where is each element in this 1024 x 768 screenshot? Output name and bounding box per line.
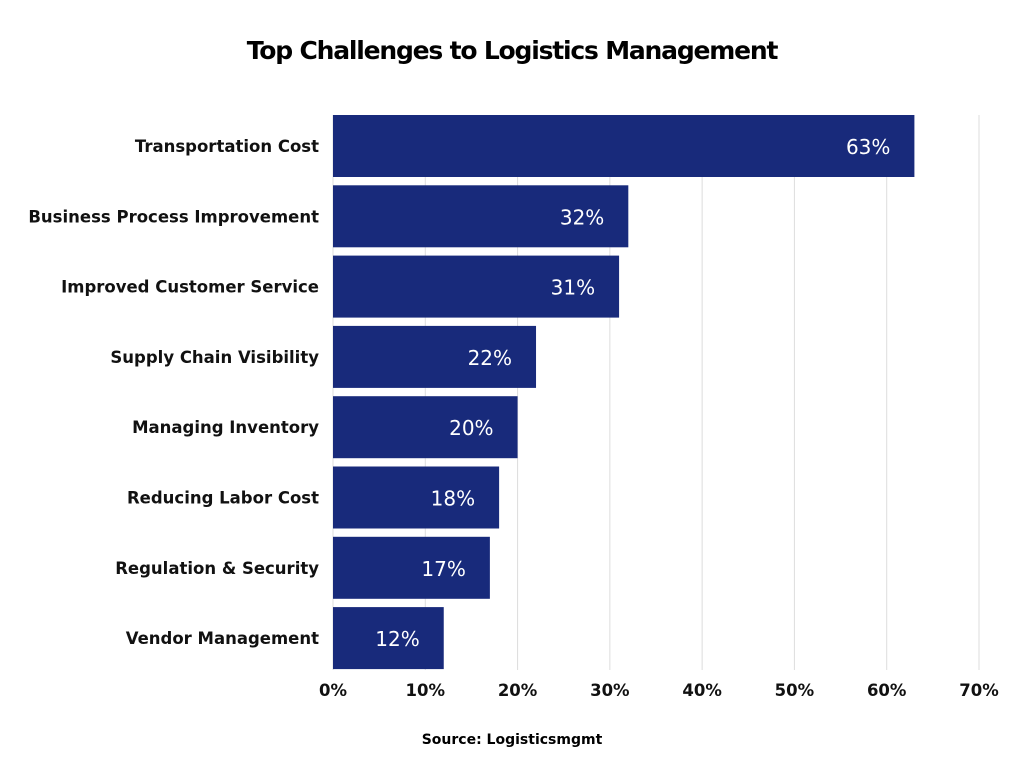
x-tick-label: 20%	[498, 681, 538, 700]
x-tick-label: 70%	[959, 681, 999, 700]
bar	[333, 536, 490, 599]
category-label: Regulation & Security	[115, 559, 319, 578]
x-tick-label: 40%	[682, 681, 722, 700]
category-label: Transportation Cost	[135, 137, 319, 156]
category-label: Vendor Management	[126, 629, 319, 648]
category-label: Business Process Improvement	[28, 207, 319, 226]
bar	[333, 607, 444, 670]
bar	[333, 325, 537, 388]
x-tick-label: 0%	[319, 681, 347, 700]
bar	[333, 115, 915, 177]
data-label: 22%	[468, 346, 512, 370]
bar	[333, 185, 629, 248]
data-label: 32%	[560, 205, 604, 229]
x-tick-label: 30%	[590, 681, 630, 700]
bar	[333, 466, 500, 529]
data-label: 18%	[431, 487, 475, 511]
chart-source: Source: Logisticsmgmt	[421, 732, 603, 748]
data-label: 12%	[375, 627, 419, 651]
category-label: Supply Chain Visibility	[110, 348, 319, 367]
data-label: 31%	[551, 276, 595, 300]
category-label: Reducing Labor Cost	[127, 489, 319, 508]
x-tick-label: 50%	[775, 681, 815, 700]
bar	[333, 396, 518, 459]
data-label: 20%	[449, 416, 493, 440]
data-label: 17%	[421, 557, 465, 581]
x-tick-label: 60%	[867, 681, 907, 700]
category-label: Managing Inventory	[132, 418, 319, 437]
chart-title: Top Challenges to Logistics Management	[246, 36, 779, 65]
x-tick-label: 10%	[406, 681, 446, 700]
category-label: Improved Customer Service	[61, 278, 319, 297]
data-label: 63%	[846, 135, 890, 159]
bar	[333, 255, 620, 318]
